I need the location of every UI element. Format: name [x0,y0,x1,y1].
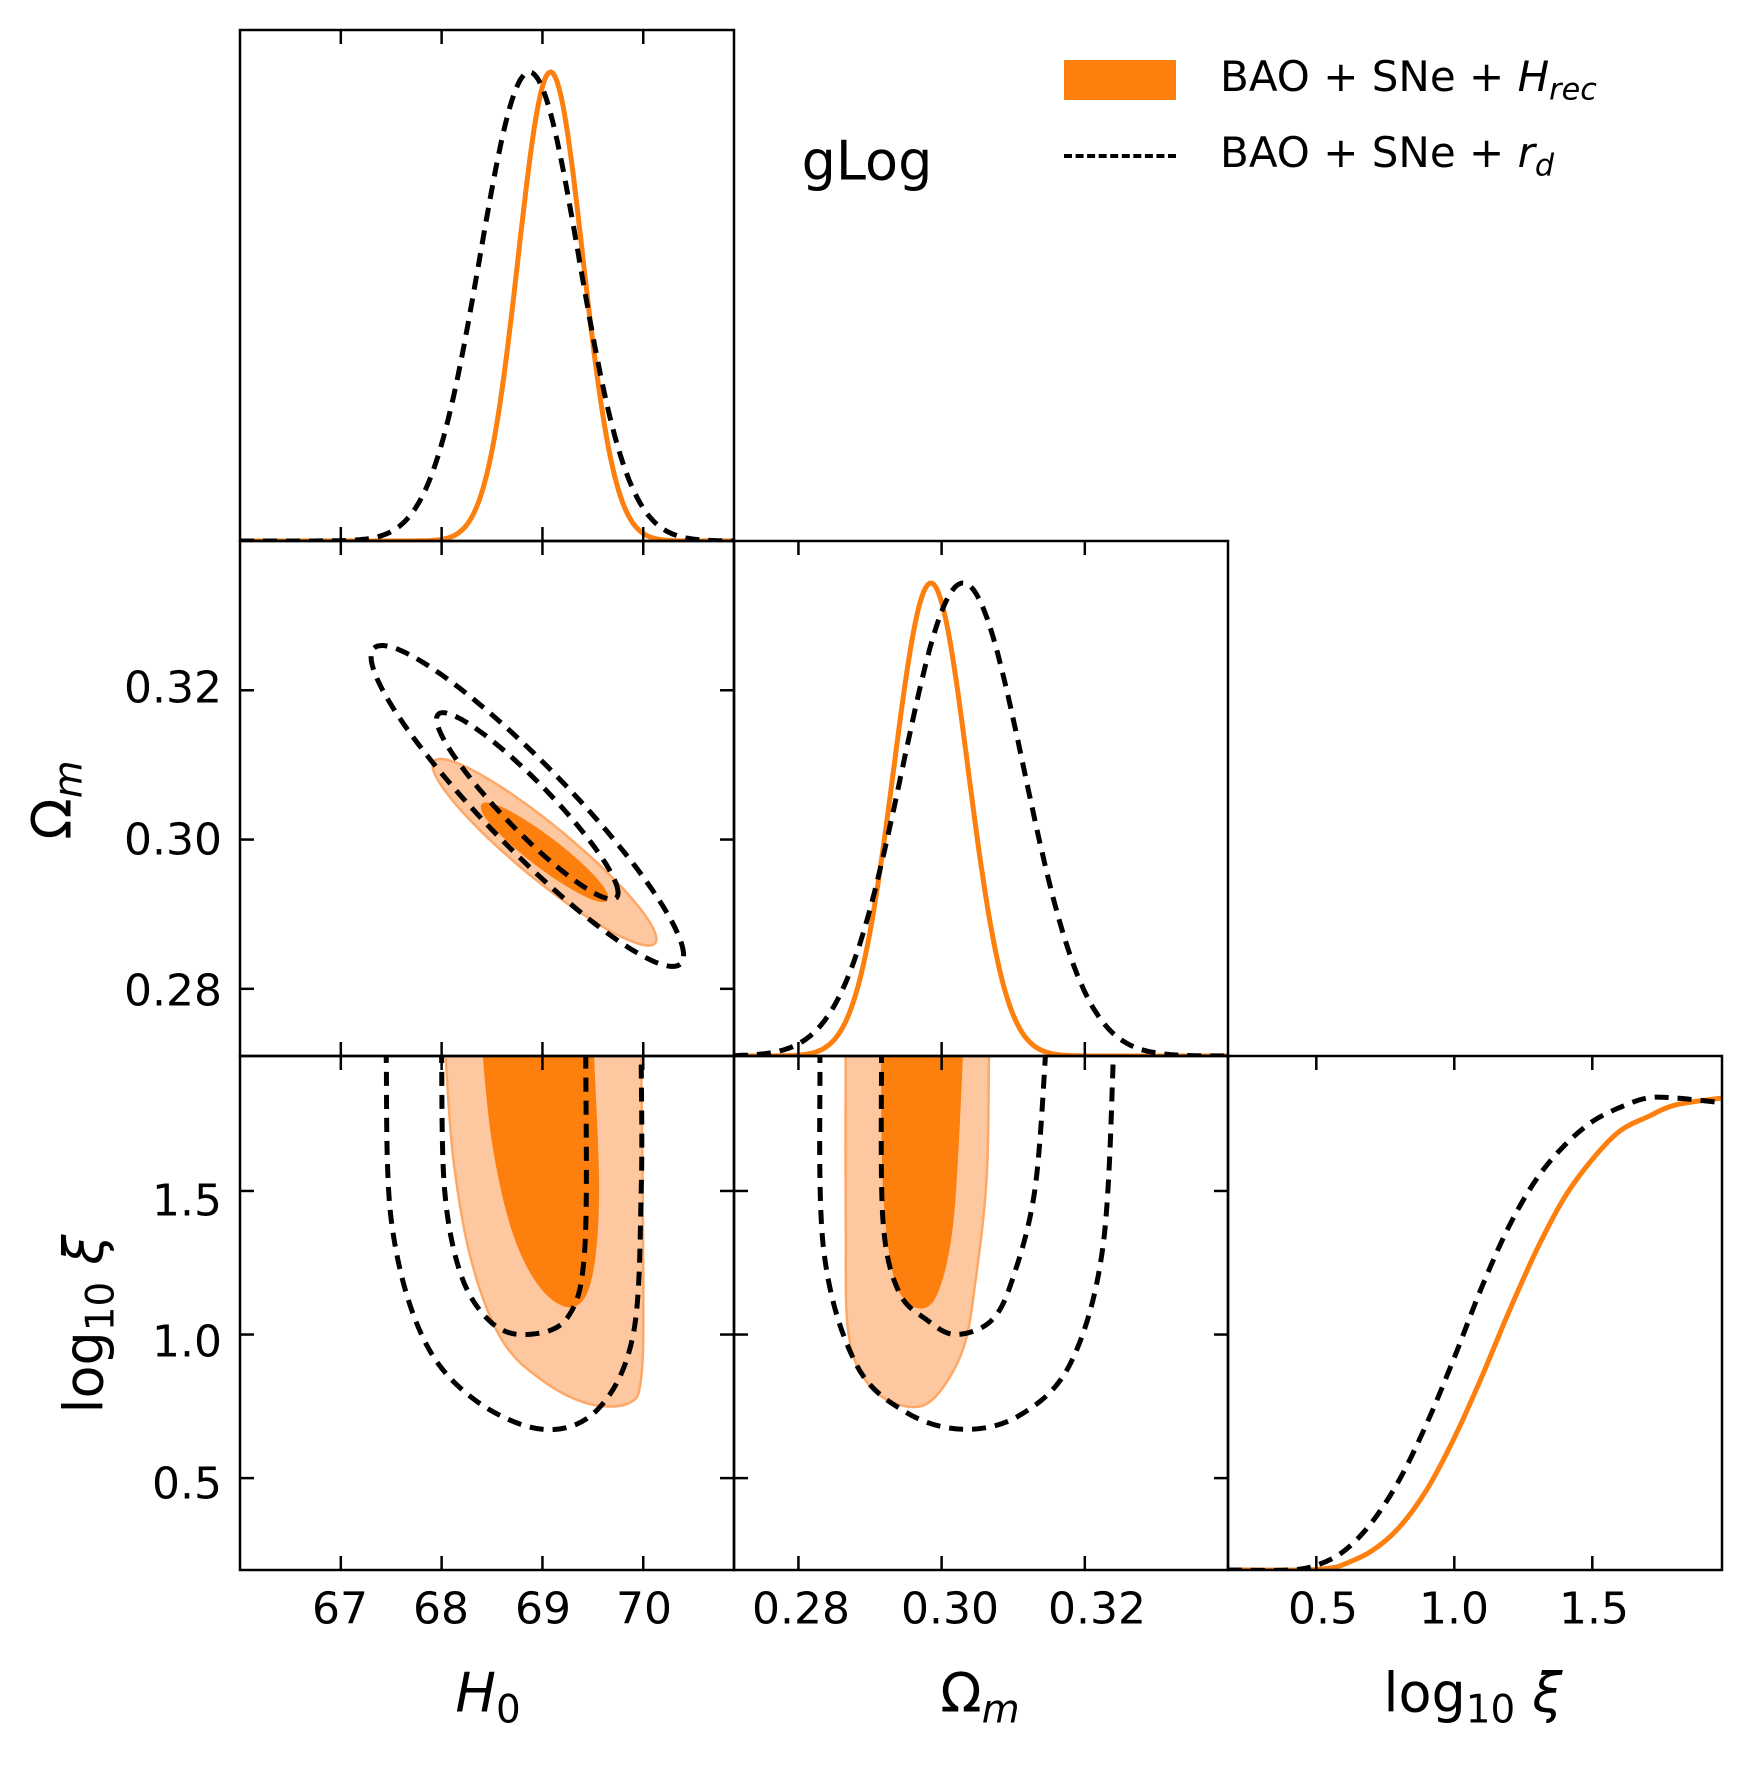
marginal-H0-hrec [240,69,734,541]
marginal-Om-hrec [734,580,1228,1056]
panel-frame-logxi-logxi [1226,1054,1724,1572]
curves [240,69,1722,1570]
legend-swatch-filled [1064,59,1176,100]
legend-label-rd: BAO + SNe + rd [1220,128,1555,184]
filled-contours [431,757,991,1409]
y-tick-label-xi-0.5: 0.5 [152,1458,222,1510]
x-tick-label-om-0.30: 0.30 [901,1583,999,1635]
legend-swatch-dashed [1064,153,1176,158]
y-tick-label-xi-1.5: 1.5 [152,1175,222,1227]
contour-om_logxi-1sigma-rd [878,1056,1048,1338]
marginal-logxi-hrec [1228,1095,1722,1570]
legend-entry-hrec: BAO + SNe + Hrec [1064,52,1597,107]
contour-h0-om-2sigma-rd [368,643,687,969]
x-tick-label-h0-70: 70 [616,1583,672,1635]
x-tick-label-om-0.32: 0.32 [1048,1583,1146,1635]
x-tick-label-h0-67: 67 [312,1583,368,1635]
x-axis-label-h0: H0 [455,1661,521,1733]
marginal-Om-rd [734,580,1228,1056]
contour-h0_logxi-1sigma-hrec [482,1056,600,1308]
x-tick-label-h0-68: 68 [413,1583,469,1635]
tick-marks [240,30,1594,1570]
x-tick-label-h0-69: 69 [515,1583,571,1635]
contour-h0_logxi-2sigma-rd [383,1056,645,1433]
y-tick-label-om-0.32: 0.32 [124,662,222,714]
x-tick-label-xi-0.5: 0.5 [1288,1583,1358,1635]
x-tick-label-xi-1.5: 1.5 [1559,1583,1629,1635]
marginal-logxi-rd [1228,1094,1722,1570]
panel-frames [238,28,1724,1572]
x-tick-label-xi-1.0: 1.0 [1419,1583,1489,1635]
legend-label-hrec: BAO + SNe + Hrec [1220,52,1597,108]
legend-entry-rd: BAO + SNe + rd [1064,128,1554,183]
y-axis-label-om: Ωm [20,760,92,840]
contour-om_logxi-2sigma-rd [817,1056,1116,1432]
contour-h0_logxi-1sigma-rd [439,1056,589,1338]
x-tick-label-om-0.28: 0.28 [752,1583,850,1635]
y-tick-label-om-0.30: 0.30 [124,814,222,866]
y-tick-label-om-0.28: 0.28 [124,965,222,1017]
model-annotation: gLog [801,129,933,193]
x-axis-label-om: Ωm [940,1661,1020,1733]
x-axis-label-logxi: log10 ξ [1383,1661,1563,1733]
y-axis-label-logxi: log10 ξ [52,1234,124,1414]
y-tick-label-xi-1.0: 1.0 [152,1316,222,1368]
